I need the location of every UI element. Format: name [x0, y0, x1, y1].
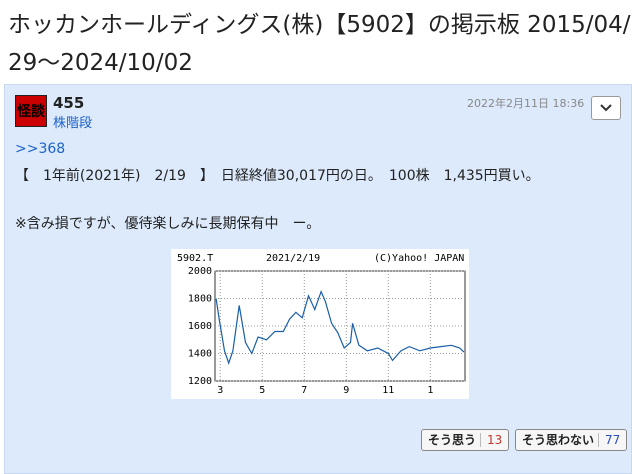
price-line [215, 289, 465, 365]
reply-link[interactable]: >>368 [15, 141, 66, 157]
page: {"header": {"title": "ホッカンホールディングス(株)【59… [4, 12, 632, 474]
post-date: 2022年2月11日 18:36 [467, 97, 585, 110]
page-body: ホッカンホールディングス(株)【5902】の掲示板 2015/04/29〜202… [4, 12, 632, 474]
x-tick-label: 1 [427, 385, 433, 396]
chart: 5902.T 2021/2/19 (C)Yahoo! JAPAN 1200 140… [171, 249, 469, 399]
reaction-label: そう思わない [522, 433, 595, 447]
y-tick-label: 1600 [188, 321, 212, 332]
post: 怪談 455 株階段 2022年2月11日 18:36 >>368 【 1年前(… [4, 84, 632, 474]
reaction-count: 77 [598, 433, 621, 447]
x-tick-label: 5 [259, 385, 265, 396]
y-tick-label: 2000 [188, 266, 212, 277]
x-tick-label: 3 [217, 385, 223, 396]
board-title: ホッカンホールディングス(株)【5902】の掲示板 2015/04/29〜202… [8, 12, 631, 76]
reaction-label: そう思う [428, 433, 477, 447]
post-number: 455 [53, 94, 85, 112]
reaction-count: 13 [480, 433, 503, 447]
chevron [600, 104, 612, 112]
ticker: 5902.T [177, 253, 213, 264]
chart-image: 5902.T 2021/2/19 (C)Yahoo! JAPAN 1200 140… [171, 249, 469, 403]
post-text: ※含み損ですが、優待楽しみに長期保有中 ー。 [15, 216, 321, 232]
post-text: 【 1年前(2021年) 2/19 】 日経終値30,017円の日。 100株 … [15, 168, 540, 184]
chart-date: 2021/2/19 [266, 253, 320, 264]
x-tick-label: 9 [343, 385, 349, 396]
x-tick-label: 11 [382, 385, 394, 396]
avatar[interactable]: 怪談 [15, 95, 47, 127]
y-tick-label: 1800 [188, 294, 212, 305]
disagree-button[interactable]: そう思わない 77 [515, 429, 628, 451]
y-tick-label: 1400 [188, 349, 212, 360]
agree-button[interactable]: そう思う 13 [421, 429, 510, 451]
credit: (C)Yahoo! JAPAN [374, 253, 464, 264]
menu-button[interactable] [591, 96, 621, 120]
x-tick-label: 7 [301, 385, 307, 396]
user-name[interactable]: 株階段 [53, 116, 93, 131]
y-tick-label: 1200 [188, 376, 212, 387]
